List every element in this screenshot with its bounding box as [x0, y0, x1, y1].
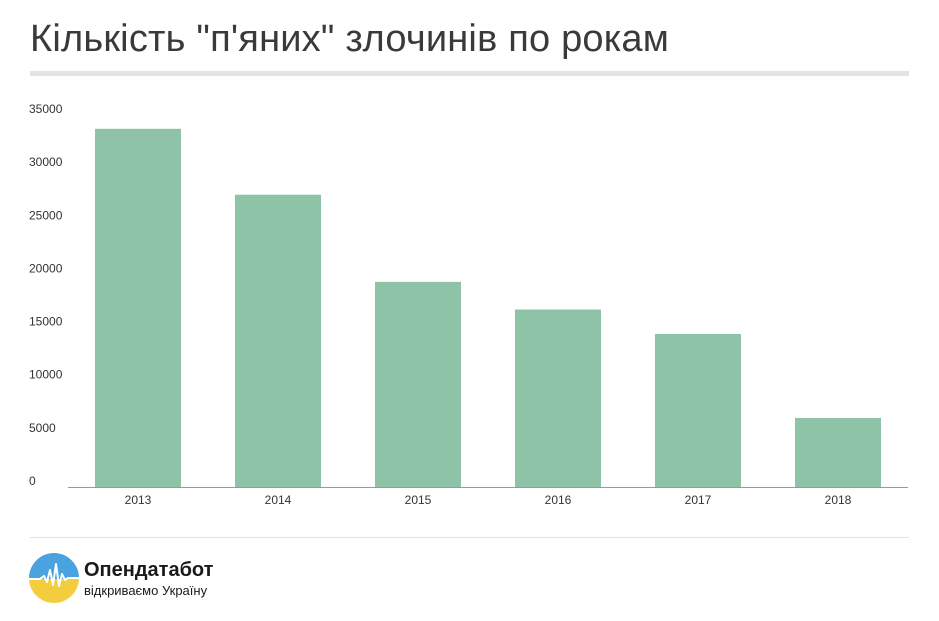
x-axis: 2013 2014 2015 2016 2017 2018 [125, 493, 852, 507]
footer-divider [30, 537, 909, 538]
y-tick-label: 20000 [29, 261, 63, 275]
brand-name: Опендатабот [84, 559, 214, 581]
bar-2014 [235, 194, 321, 487]
bar-chart: 0 5000 10000 15000 20000 25000 30000 35000 2013… [29, 102, 908, 507]
y-tick-label: 30000 [29, 155, 63, 169]
y-tick-label: 10000 [29, 368, 63, 382]
bar-2017 [655, 333, 741, 487]
bar-2013 [95, 128, 181, 487]
bar-2018 [795, 417, 881, 487]
title-divider [30, 71, 909, 76]
x-tick-label: 2014 [265, 493, 292, 507]
x-tick-label: 2016 [545, 493, 572, 507]
x-tick-label: 2013 [125, 493, 152, 507]
y-axis: 0 5000 10000 15000 20000 25000 30000 35000 [29, 102, 63, 488]
chart-title: Кількість "п'яних" злочинів по рокам [30, 18, 670, 60]
y-tick-label: 35000 [29, 102, 63, 116]
brand-tagline: відкриваємо Україну [84, 583, 208, 598]
y-tick-label: 5000 [29, 421, 56, 435]
y-tick-label: 15000 [29, 315, 63, 329]
y-tick-label: 0 [29, 474, 36, 488]
bar-2016 [515, 309, 601, 487]
x-tick-label: 2017 [685, 493, 712, 507]
x-tick-label: 2015 [405, 493, 432, 507]
bars [95, 128, 881, 487]
y-tick-label: 25000 [29, 208, 63, 222]
opendatabot-logo-icon [29, 553, 79, 603]
x-tick-label: 2018 [825, 493, 852, 507]
bar-2015 [375, 281, 461, 487]
